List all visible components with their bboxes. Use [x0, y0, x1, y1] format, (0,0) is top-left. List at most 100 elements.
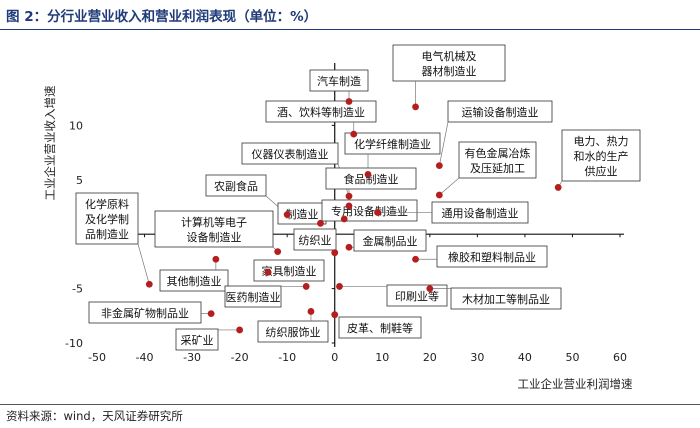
label-box: [205, 174, 267, 197]
label-text: 汽车制造: [317, 74, 361, 88]
label-box: [175, 328, 219, 351]
data-point: [302, 283, 310, 290]
x-axis-title: 工业企业营业利润增速: [518, 377, 633, 391]
point-label: 运输设备制造业: [438, 100, 553, 166]
label-leader: [439, 177, 460, 196]
y-tick-label: 5: [76, 174, 83, 187]
label-text: 家具制造业: [262, 264, 317, 278]
x-tick-label: 20: [423, 351, 437, 364]
data-point: [264, 268, 272, 276]
label-leader: [438, 121, 449, 166]
label-box: [75, 192, 139, 245]
point-label: 酒、饮料等制造业: [265, 100, 377, 135]
label-box: [257, 320, 329, 343]
data-point: [345, 243, 353, 251]
label-text: 纺织服饰业: [266, 325, 321, 339]
label-text: 有色金属冶炼及压延加工: [465, 146, 531, 175]
y-tick-label: -5: [72, 283, 83, 296]
x-tick-label: -50: [88, 351, 106, 364]
label-text: 电力、热力和水的生产供应业: [574, 135, 629, 178]
point-label: 木材加工等制品业: [429, 287, 562, 310]
point-label: 专用设备制造业: [321, 199, 418, 222]
point-label: 化学原料及化学制品制造业: [75, 192, 150, 285]
data-point: [340, 215, 348, 223]
point-label: 纺织服饰业: [257, 311, 329, 343]
y-axis-title: 工业企业营业收入增速: [43, 85, 57, 200]
data-point: [426, 285, 434, 292]
x-tick-label: 60: [613, 351, 627, 364]
point-label: 通用设备制造业: [377, 201, 529, 224]
label-text: 印刷业等: [395, 289, 439, 303]
data-point: [212, 255, 220, 263]
data-point: [317, 219, 324, 227]
data-point: [350, 130, 358, 138]
data-point: [336, 283, 343, 290]
x-tick-label: -10: [278, 351, 296, 364]
data-point: [345, 98, 353, 105]
point-label: 电气机械及器材制造业: [392, 44, 506, 107]
label-text: 制造业: [286, 207, 319, 221]
label-box: [344, 132, 441, 155]
footer-divider: [0, 404, 700, 405]
data-point: [274, 248, 282, 256]
x-tick-label: -30: [183, 351, 201, 364]
label-box: [458, 141, 537, 179]
x-tick-label: -40: [136, 351, 154, 364]
data-point: [345, 202, 353, 210]
point-label: 皮革、制鞋等: [338, 316, 422, 339]
label-box: [253, 259, 325, 282]
label-text: 化学纤维制造业: [354, 137, 431, 151]
label-box: [309, 69, 369, 92]
y-tick-label: -10: [65, 337, 83, 350]
label-text: 酒、饮料等制造业: [277, 105, 365, 119]
data-point: [236, 326, 244, 334]
label-leader: [137, 243, 150, 285]
label-text: 专用设备制造业: [331, 204, 408, 218]
title-divider: [0, 29, 700, 30]
label-text: 皮革、制鞋等: [347, 321, 413, 335]
label-box: [88, 301, 202, 324]
label-box: [447, 100, 553, 123]
point-label: 非金属矿物制品业: [88, 301, 212, 324]
data-point: [331, 249, 339, 257]
label-box: [154, 210, 274, 248]
figure-title: 图 2：分行业营业收入和营业利润表现（单位：%）: [6, 9, 318, 25]
label-text: 食品制造业: [344, 172, 399, 186]
label-box: [561, 129, 641, 182]
point-label: 橡胶和塑料制品业: [415, 245, 548, 268]
label-text: 运输设备制造业: [462, 105, 539, 119]
label-box: [241, 142, 339, 165]
label-box: [436, 245, 548, 268]
point-label: 农副食品: [205, 174, 288, 215]
x-tick-label: 0: [331, 351, 338, 364]
label-box: [353, 229, 427, 252]
data-point: [435, 162, 443, 170]
point-label: 有色金属冶炼及压延加工: [439, 141, 537, 196]
label-text: 采矿业: [181, 334, 214, 347]
x-tick-label: 40: [518, 351, 532, 364]
data-points: [145, 98, 562, 334]
label-text: 电气机械及器材制造业: [422, 49, 477, 78]
point-label: 家具制造业: [253, 259, 325, 282]
label-text: 木材加工等制品业: [462, 292, 550, 306]
data-point: [435, 191, 443, 199]
data-point: [331, 311, 339, 319]
data-point: [554, 184, 562, 191]
data-point: [307, 308, 315, 315]
source-note: 资料来源：wind，天风证券研究所: [6, 409, 183, 423]
point-label: 其他制造业: [159, 259, 229, 292]
x-tick-label: 50: [565, 351, 579, 364]
label-box: [338, 316, 422, 339]
label-box: [392, 44, 506, 82]
label-text: 金属制品业: [363, 234, 418, 248]
label-text: 医药制造业: [226, 290, 281, 304]
label-box: [159, 269, 229, 292]
point-label: 电力、热力和水的生产供应业: [557, 129, 641, 188]
label-text: 化学原料及化学制品制造业: [85, 197, 129, 241]
x-tick-label: 10: [375, 351, 389, 364]
label-text: 通用设备制造业: [442, 206, 519, 220]
label-text: 农副食品: [214, 179, 258, 193]
